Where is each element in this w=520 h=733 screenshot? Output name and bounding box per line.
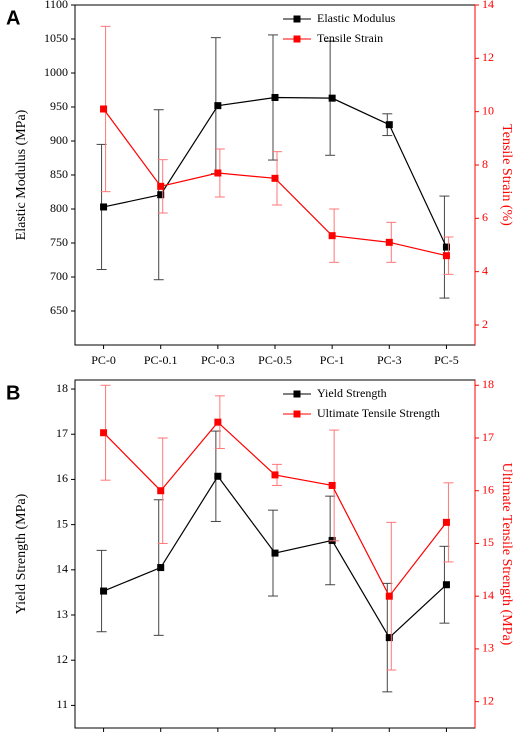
y-tick-label: 850 (50, 167, 68, 181)
point (157, 191, 165, 199)
point (328, 481, 336, 489)
y-tick-label: 17 (56, 426, 68, 440)
point (271, 549, 279, 557)
x-tick-label: PC-3 (377, 353, 402, 367)
y2-tick-label: 6 (482, 210, 488, 224)
y-tick-label: 15 (56, 516, 68, 530)
y-tick-label: 1100 (44, 0, 68, 11)
point (442, 581, 450, 589)
y2-tick-label: 15 (482, 535, 494, 549)
legend-marker (293, 390, 301, 398)
point (100, 203, 108, 211)
point (385, 592, 393, 600)
legend-marker (293, 35, 301, 43)
y-tick-label: 700 (50, 269, 68, 283)
y2-tick-label: 2 (482, 317, 488, 331)
point (328, 232, 336, 240)
y-tick-label: 18 (56, 381, 68, 395)
point (442, 252, 450, 260)
point (271, 93, 279, 101)
x-tick-label: PC-1 (320, 353, 345, 367)
y2-axis-label: Ultimate Tensile Strength (MPa) (499, 463, 514, 646)
point (385, 634, 393, 642)
y-tick-label: 1000 (44, 65, 68, 79)
point (271, 174, 279, 182)
x-tick-label: PC-0.5 (258, 353, 292, 367)
y2-tick-label: 14 (482, 588, 494, 602)
y-tick-label: 1050 (44, 31, 68, 45)
y-tick-label: 650 (50, 303, 68, 317)
legend-label: Ultimate Tensile Strength (317, 406, 440, 420)
point (271, 471, 279, 479)
point (100, 429, 108, 437)
legend-label: Tensile Strain (317, 31, 383, 45)
y2-tick-label: 16 (482, 482, 494, 496)
point (385, 238, 393, 246)
y2-tick-label: 12 (482, 693, 494, 707)
point (157, 182, 165, 190)
y-axis-label: Elastic Modulus (MPa) (14, 109, 29, 240)
series-line (103, 475, 447, 639)
point (328, 94, 336, 102)
legend-label: Yield Strength (317, 386, 387, 400)
y2-tick-label: 17 (482, 430, 494, 444)
x-tick-label: PC-0.3 (201, 353, 235, 367)
legend-marker (293, 410, 301, 418)
y-tick-label: 12 (56, 652, 68, 666)
panel-label: A (6, 7, 20, 29)
point (157, 564, 165, 572)
point (100, 587, 108, 595)
point (214, 418, 222, 426)
panel-label: B (6, 382, 20, 404)
x-tick-label: PC-5 (434, 353, 459, 367)
series-line (103, 108, 447, 257)
point (442, 518, 450, 526)
y2-tick-label: 4 (482, 263, 488, 277)
y2-tick-label: 8 (482, 157, 488, 171)
point (214, 102, 222, 110)
y2-tick-label: 13 (482, 641, 494, 655)
point (442, 243, 450, 251)
y2-axis-label: Tensile Strain (%) (499, 124, 514, 226)
point (157, 487, 165, 495)
y-tick-label: 900 (50, 133, 68, 147)
y-tick-label: 14 (56, 562, 68, 576)
x-tick-label: PC-0 (91, 353, 116, 367)
point (214, 169, 222, 177)
y-tick-label: 750 (50, 235, 68, 249)
y-axis-label: Yield Strength (MPa) (14, 493, 29, 614)
y2-tick-label: 12 (482, 50, 494, 64)
point (214, 472, 222, 480)
legend-label: Elastic Modulus (317, 11, 396, 25)
y-tick-label: 800 (50, 201, 68, 215)
y-tick-label: 11 (56, 697, 68, 711)
y-tick-label: 13 (56, 607, 68, 621)
legend-marker (293, 15, 301, 23)
series-line (103, 96, 447, 248)
y-tick-label: 950 (50, 99, 68, 113)
point (385, 121, 393, 129)
y-tick-label: 16 (56, 471, 68, 485)
x-tick-label: PC-0.1 (144, 353, 178, 367)
y2-tick-label: 10 (482, 103, 494, 117)
point (100, 105, 108, 113)
y2-tick-label: 14 (482, 0, 494, 11)
y2-tick-label: 18 (482, 377, 494, 391)
